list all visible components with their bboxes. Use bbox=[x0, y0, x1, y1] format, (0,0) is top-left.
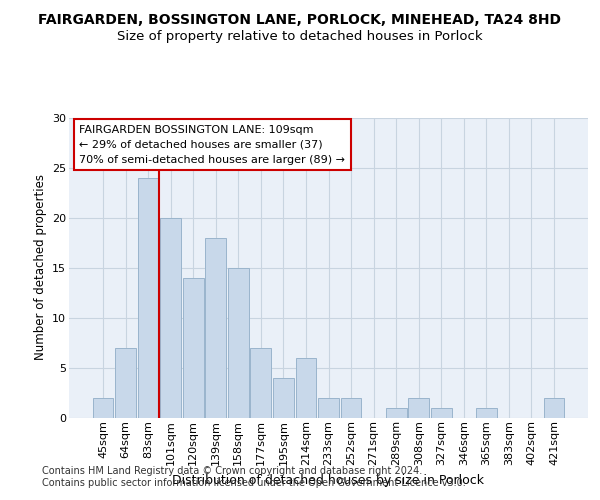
Y-axis label: Number of detached properties: Number of detached properties bbox=[34, 174, 47, 360]
Bar bbox=[296, 358, 316, 418]
Bar bbox=[160, 218, 181, 418]
Bar bbox=[431, 408, 452, 418]
Bar bbox=[115, 348, 136, 418]
Bar bbox=[250, 348, 271, 418]
Text: Size of property relative to detached houses in Porlock: Size of property relative to detached ho… bbox=[117, 30, 483, 43]
Bar bbox=[341, 398, 361, 417]
Bar bbox=[544, 398, 565, 417]
Bar bbox=[409, 398, 429, 417]
Bar bbox=[273, 378, 294, 418]
Text: FAIRGARDEN, BOSSINGTON LANE, PORLOCK, MINEHEAD, TA24 8HD: FAIRGARDEN, BOSSINGTON LANE, PORLOCK, MI… bbox=[38, 12, 562, 26]
Bar bbox=[92, 398, 113, 417]
X-axis label: Distribution of detached houses by size in Porlock: Distribution of detached houses by size … bbox=[173, 474, 485, 486]
Bar bbox=[137, 178, 158, 418]
Bar bbox=[386, 408, 407, 418]
Bar bbox=[318, 398, 339, 417]
Bar bbox=[205, 238, 226, 418]
Text: FAIRGARDEN BOSSINGTON LANE: 109sqm
← 29% of detached houses are smaller (37)
70%: FAIRGARDEN BOSSINGTON LANE: 109sqm ← 29%… bbox=[79, 125, 346, 164]
Bar bbox=[476, 408, 497, 418]
Bar bbox=[228, 268, 248, 418]
Text: Contains HM Land Registry data © Crown copyright and database right 2024.
Contai: Contains HM Land Registry data © Crown c… bbox=[42, 466, 466, 487]
Bar bbox=[183, 278, 203, 418]
